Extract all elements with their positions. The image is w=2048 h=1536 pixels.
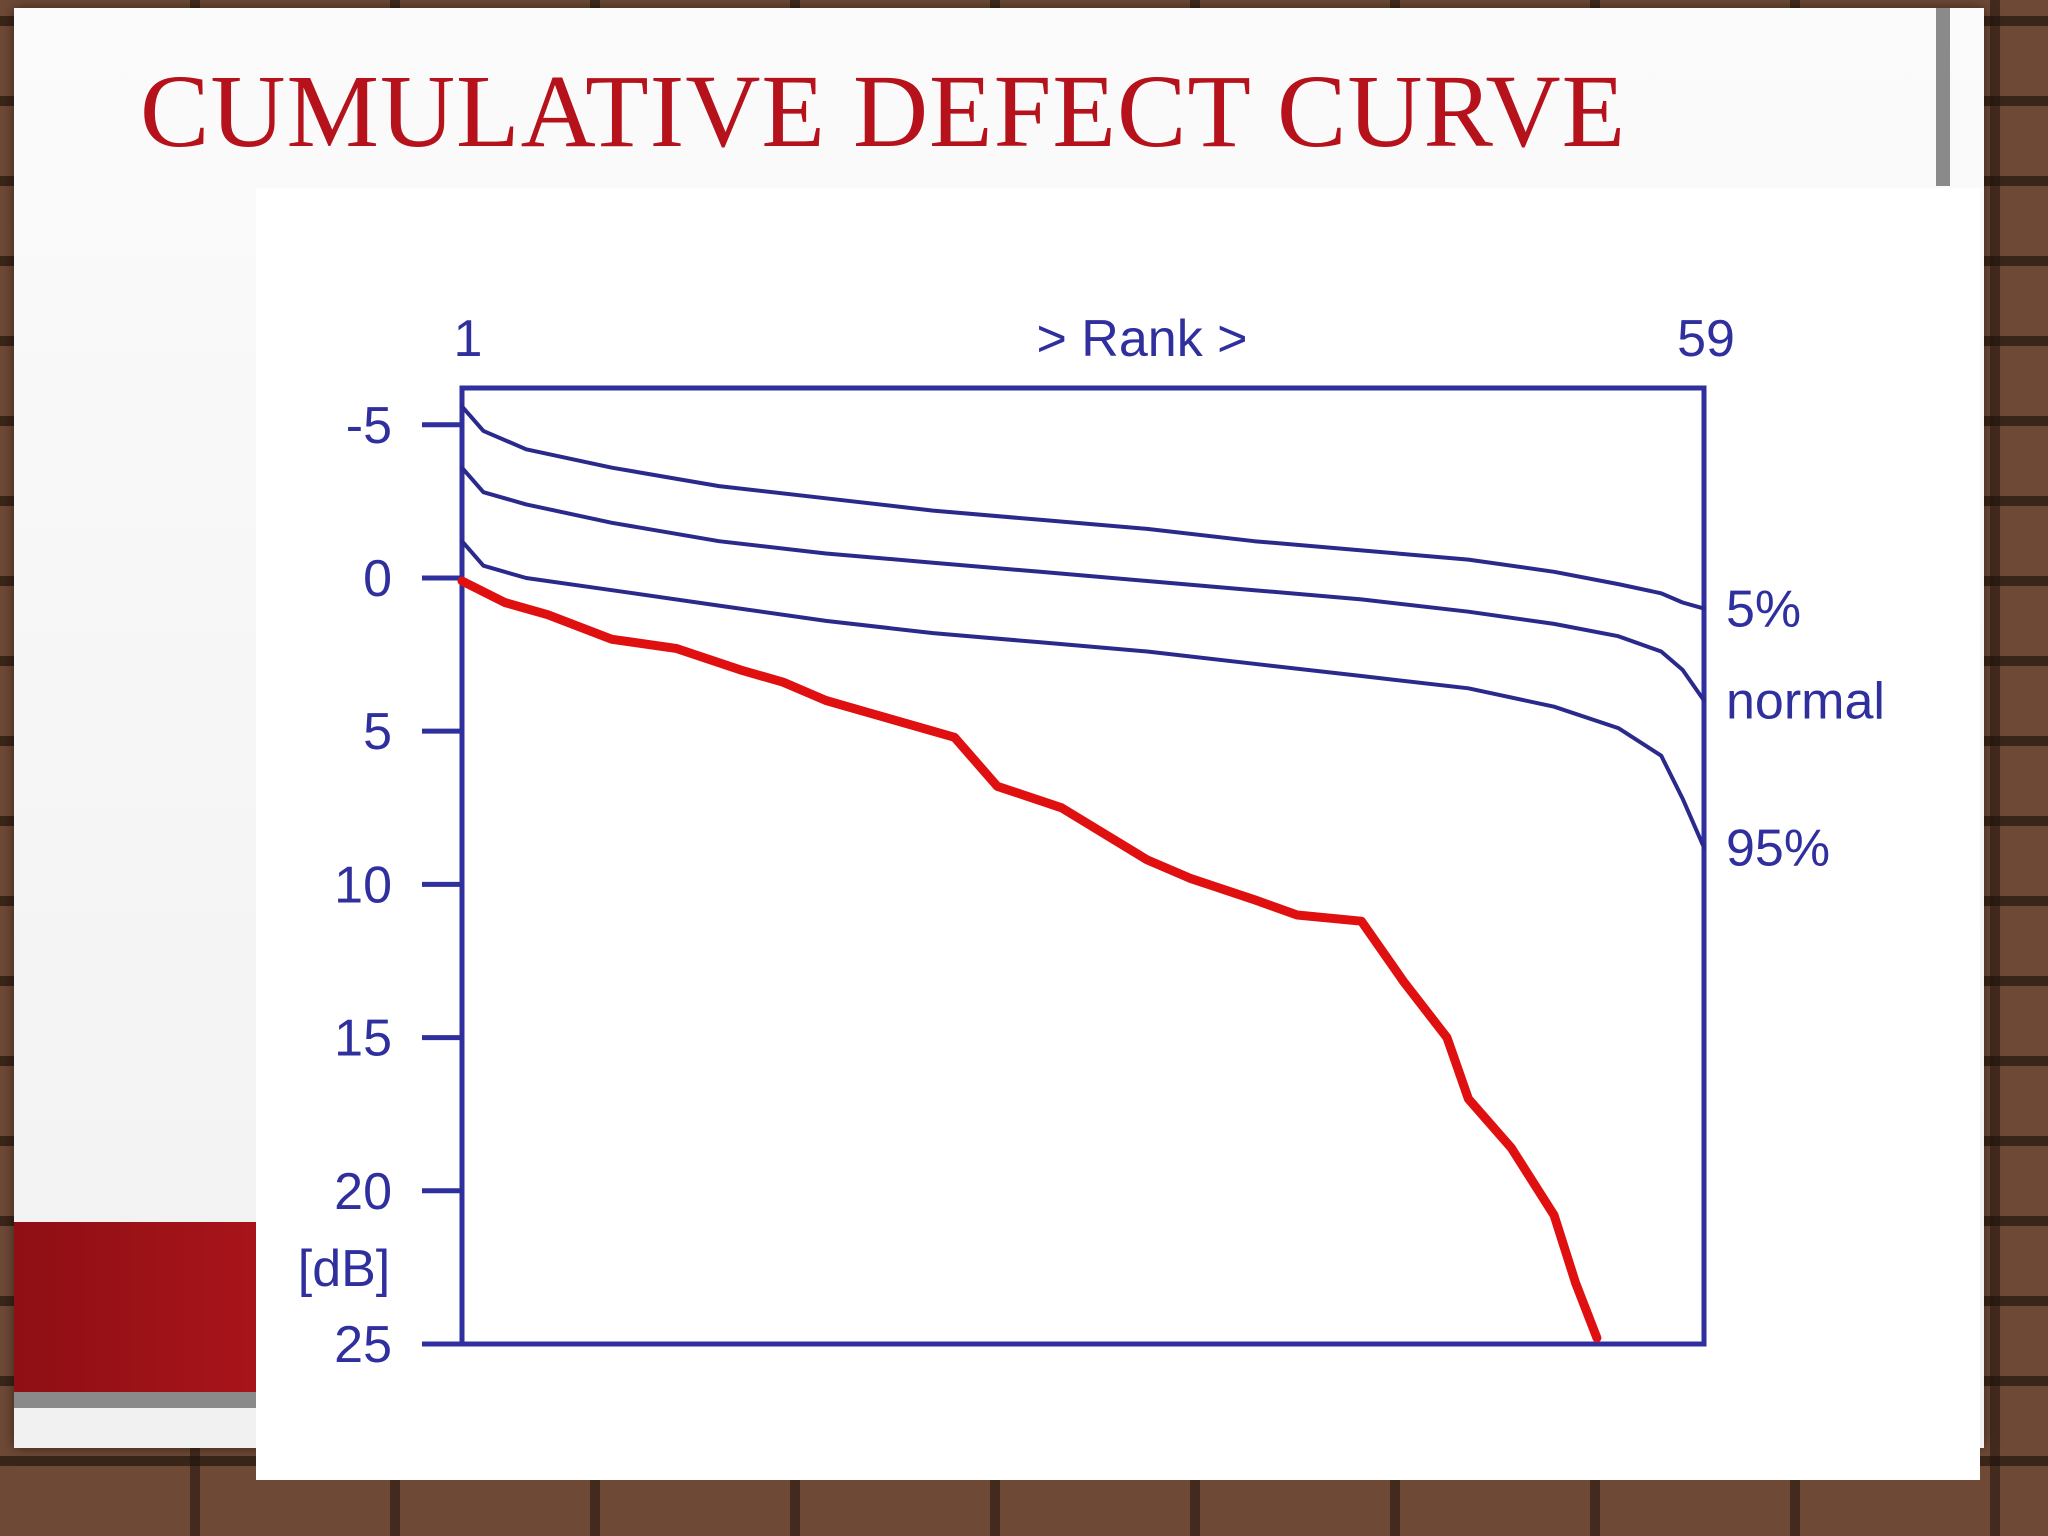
y-axis-ticks: -5 0 5 10 15 20 25 <box>334 397 462 1374</box>
reference-curve-5pct <box>460 404 1706 611</box>
y-tick-label: 20 <box>334 1163 392 1221</box>
reference-curve-95pct <box>460 539 1706 850</box>
x-axis-title: > Rank > <box>1036 310 1247 368</box>
cumulative-defect-chart: 1 > Rank > 59 -5 0 5 10 15 20 25 [dB] 5% normal… <box>298 310 1885 1374</box>
slide-title: CUMULATIVE DEFECT CURVE <box>140 54 1627 169</box>
y-tick-label: 25 <box>334 1316 392 1374</box>
curve-label-normal: normal <box>1726 673 1885 731</box>
curve-label-95pct: 95% <box>1726 820 1830 878</box>
accent-band-red <box>14 1222 256 1392</box>
curve-labels: 5% normal 95% <box>1726 581 1885 878</box>
plot-frame <box>459 385 1707 1347</box>
y-axis-unit-label: [dB] <box>298 1240 391 1298</box>
chart-panel: 1 > Rank > 59 -5 0 5 10 15 20 25 [dB] 5% normal… <box>256 188 1980 1480</box>
patient-defect-curve <box>457 576 1602 1343</box>
y-tick-label: 5 <box>363 703 392 761</box>
x-axis-end-label: 59 <box>1677 310 1735 368</box>
accent-bar-bottom-left <box>14 1392 256 1408</box>
accent-bar-top-right <box>1936 8 1950 186</box>
reference-curve-normal <box>460 465 1706 703</box>
y-tick-label: 10 <box>334 856 392 914</box>
y-tick-label: -5 <box>346 397 392 455</box>
x-axis-start-label: 1 <box>454 310 483 368</box>
y-tick-label: 0 <box>363 550 392 608</box>
curves-layer <box>457 404 1706 1343</box>
curve-label-5pct: 5% <box>1726 581 1801 639</box>
y-tick-label: 15 <box>334 1010 392 1068</box>
